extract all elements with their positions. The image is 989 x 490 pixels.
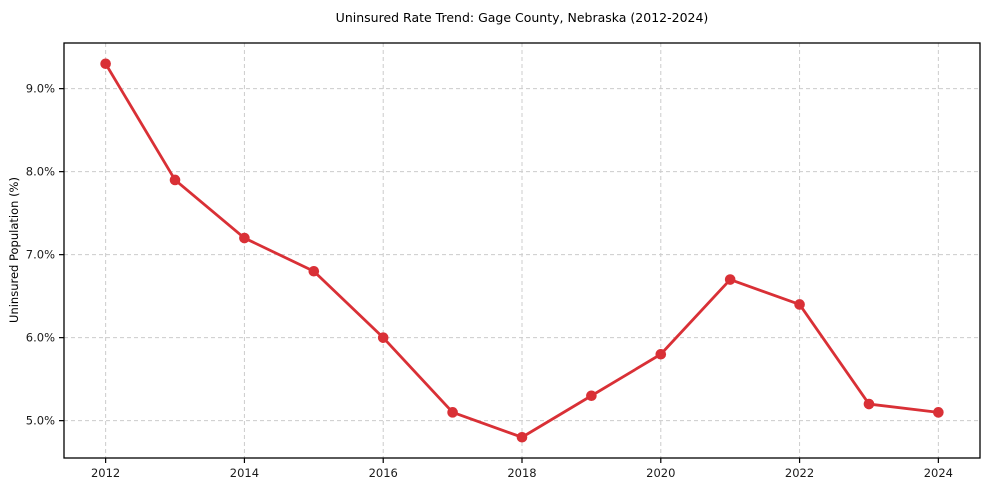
data-point-2015 [308, 265, 320, 277]
x-tick-label: 2014 [230, 466, 259, 480]
chart-title: Uninsured Rate Trend: Gage County, Nebra… [335, 10, 709, 25]
x-tick-label: 2016 [369, 466, 398, 480]
x-tick-label: 2022 [785, 466, 814, 480]
data-point-2021 [724, 274, 736, 285]
y-tick-label: 7.0% [26, 248, 55, 262]
y-tick-label: 5.0% [26, 414, 55, 428]
x-tick-label: 2024 [924, 466, 953, 480]
data-point-2014 [239, 232, 250, 244]
plot-border [63, 42, 981, 459]
data-point-2024 [933, 407, 944, 418]
data-point-2016 [377, 332, 389, 343]
data-point-2018 [516, 431, 528, 443]
x-tick-label: 2018 [507, 466, 536, 480]
data-point-2012 [100, 58, 111, 70]
data-point-2019 [586, 390, 597, 402]
x-tick-label: 2012 [91, 466, 120, 480]
data-point-2013 [169, 174, 181, 186]
data-point-2022 [794, 299, 805, 310]
y-tick-label: 6.0% [26, 331, 55, 345]
data-point-2023 [863, 398, 875, 410]
y-tick-label: 8.0% [26, 165, 55, 179]
data-point-2017 [447, 407, 458, 418]
x-tick-label: 2020 [646, 466, 675, 480]
data-point-2020 [655, 348, 667, 360]
y-tick-label: 9.0% [26, 82, 55, 96]
